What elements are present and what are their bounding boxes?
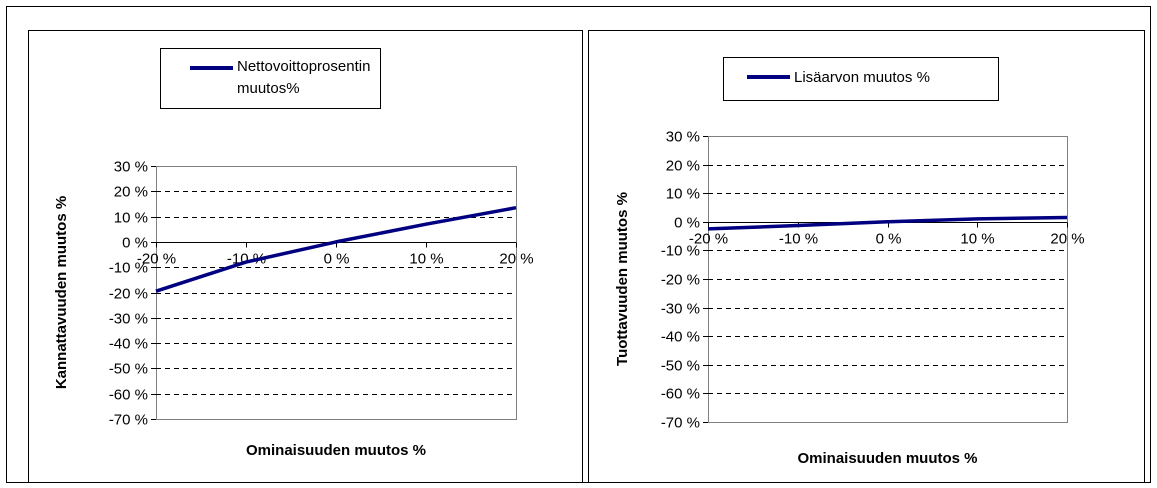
chart-panel <box>588 30 1145 483</box>
y-tick-label: -30 % <box>109 311 148 328</box>
legend-label: Nettovoittoprosentin muutos% <box>237 58 370 97</box>
y-tick-label: 20 % <box>666 158 700 175</box>
y-tick-label: -60 % <box>109 387 148 404</box>
legend-label-line: muutos% <box>237 80 300 97</box>
legend-label-line: Nettovoittoprosentin <box>237 58 370 75</box>
y-tick-label: -70 % <box>661 415 700 432</box>
x-tick-label: -20 % <box>689 231 728 248</box>
y-tick-label: -20 % <box>661 272 700 289</box>
y-tick-label: -50 % <box>661 358 700 375</box>
y-tick-label: 10 % <box>666 186 700 203</box>
y-tick-label: -40 % <box>109 336 148 353</box>
x-tick-label: -10 % <box>779 231 818 248</box>
x-tick-label: 10 % <box>960 231 994 248</box>
x-axis-title: Ominaisuuden muutos % <box>246 442 426 459</box>
x-tick-label: 0 % <box>324 251 350 268</box>
y-axis-title: Kannattavuuden muutos % <box>53 196 70 389</box>
x-tick-label: 0 % <box>876 231 902 248</box>
legend-label: Lisäarvon muutos % <box>794 69 930 86</box>
y-tick-label: 20 % <box>114 184 148 201</box>
legend-box <box>160 48 381 109</box>
y-axis-title: Tuottavuuden muutos % <box>614 192 631 366</box>
x-tick-label: 20 % <box>499 251 533 268</box>
x-tick-label: 10 % <box>409 251 443 268</box>
y-tick-label: 30 % <box>114 159 148 176</box>
legend-label-line: Lisäarvon muutos % <box>794 69 930 86</box>
y-tick-label: -20 % <box>109 286 148 303</box>
x-tick-label: -10 % <box>227 251 266 268</box>
chart-tuottavuus: Lisäarvon muutos %30 %20 %10 %0 %-10 %-2… <box>588 30 1145 483</box>
y-tick-label: -50 % <box>109 361 148 378</box>
y-tick-label: -60 % <box>661 386 700 403</box>
y-tick-label: 0 % <box>674 215 700 232</box>
y-tick-label: -30 % <box>661 301 700 318</box>
y-tick-label: -10 % <box>109 260 148 277</box>
y-tick-label: 10 % <box>114 210 148 227</box>
y-tick-label: 0 % <box>122 235 148 252</box>
x-tick-label: -20 % <box>137 251 176 268</box>
y-tick-label: -10 % <box>661 243 700 260</box>
y-tick-label: 30 % <box>666 129 700 146</box>
y-tick-label: -70 % <box>109 412 148 429</box>
x-tick-label: 20 % <box>1050 231 1084 248</box>
chart-kannattavuus: Nettovoittoprosentin muutos% 30 % 20 % 10 % 0… <box>28 30 583 483</box>
x-axis-title: Ominaisuuden muutos % <box>797 450 977 467</box>
y-tick-label: -40 % <box>661 329 700 346</box>
